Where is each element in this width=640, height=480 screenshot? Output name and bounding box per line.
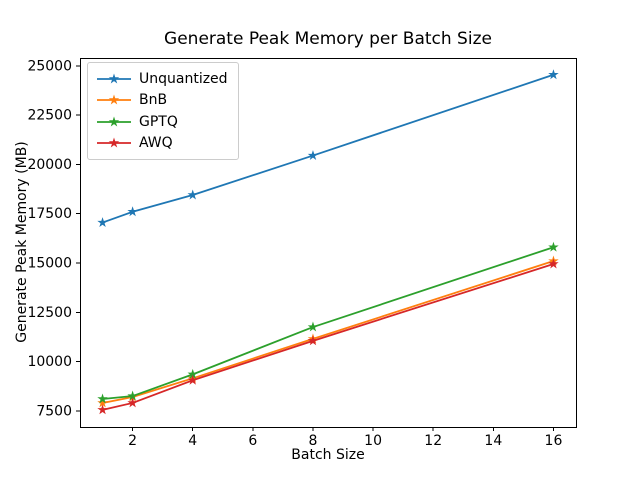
series-marker-awq [127, 397, 138, 408]
series-marker-unquantized [97, 217, 108, 228]
series-marker-unquantized [187, 189, 198, 200]
series-marker-gptq [97, 393, 108, 404]
x-tick-label: 16 [545, 433, 563, 449]
series-marker-gptq [548, 241, 559, 252]
legend-item-gptq: GPTQ [97, 111, 228, 133]
series-line-awq [102, 263, 554, 411]
star-icon [108, 116, 120, 127]
x-axis-label: Batch Size [291, 447, 365, 463]
legend-swatch-awq [97, 137, 131, 148]
star-icon [108, 137, 120, 148]
y-tick-label: 20000 [27, 157, 72, 173]
chart-title: Generate Peak Memory per Batch Size [164, 29, 492, 49]
legend-swatch-bnb [97, 94, 131, 105]
series-marker-unquantized [548, 69, 559, 80]
y-tick-label: 7500 [36, 403, 72, 419]
star-icon [108, 94, 120, 105]
x-tick-label: 14 [484, 433, 502, 449]
y-axis-label: Generate Peak Memory (MB) [14, 141, 30, 343]
x-tick-label: 2 [128, 433, 137, 449]
y-tick-label: 12500 [27, 305, 72, 321]
series-marker-gptq [187, 368, 198, 379]
legend-item-awq: AWQ [97, 133, 228, 155]
x-tick-label: 6 [248, 433, 257, 449]
series-marker-gptq [127, 390, 138, 401]
legend-label-bnb: BnB [139, 92, 168, 109]
series-marker-awq [187, 374, 198, 385]
legend-label-awq: AWQ [139, 135, 173, 152]
y-tick-label: 25000 [27, 58, 72, 74]
series-marker-awq [307, 335, 319, 346]
series-marker-unquantized [307, 150, 319, 161]
legend-label-gptq: GPTQ [139, 113, 178, 130]
legend-label-unquantized: Unquantized [139, 70, 228, 87]
series-marker-unquantized [127, 206, 138, 217]
series-marker-awq [97, 404, 108, 415]
y-tick-label: 17500 [27, 206, 72, 222]
star-icon [108, 73, 120, 84]
legend: Unquantized BnB GPTQ AWQ [87, 62, 239, 160]
x-tick-label: 10 [364, 433, 382, 449]
legend-swatch-gptq [97, 116, 131, 127]
axes-spines [80, 58, 577, 428]
y-tick-label: 10000 [27, 354, 72, 370]
series-marker-awq [548, 258, 559, 269]
series-marker-gptq [307, 321, 319, 332]
x-tick-label: 12 [424, 433, 442, 449]
y-tick-label: 15000 [27, 256, 72, 272]
legend-item-bnb: BnB [97, 90, 228, 112]
x-tick-label: 4 [188, 433, 197, 449]
legend-item-unquantized: Unquantized [97, 68, 228, 90]
series-marker-bnb [97, 397, 108, 408]
series-line-gptq [102, 246, 554, 400]
y-tick-label: 22500 [27, 108, 72, 124]
legend-swatch-unquantized [97, 73, 131, 84]
x-tick-label: 8 [309, 433, 318, 449]
